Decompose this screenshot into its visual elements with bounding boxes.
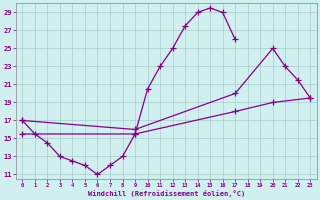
X-axis label: Windchill (Refroidissement éolien,°C): Windchill (Refroidissement éolien,°C) — [88, 190, 245, 197]
